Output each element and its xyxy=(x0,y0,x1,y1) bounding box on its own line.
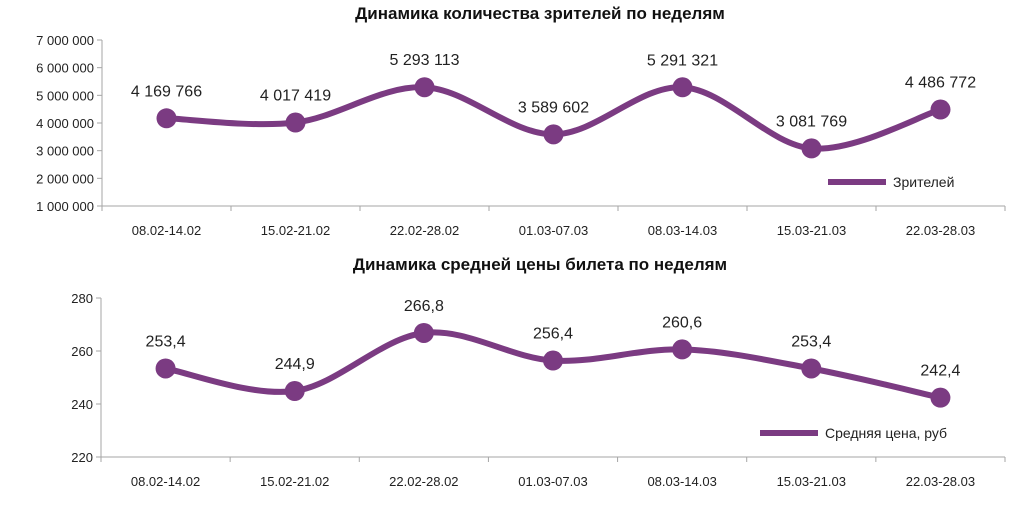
y-tick-label: 2 000 000 xyxy=(36,171,94,186)
x-tick-label: 15.02-21.02 xyxy=(261,223,330,238)
y-tick-label: 4 000 000 xyxy=(36,116,94,131)
x-tick-label: 22.02-28.02 xyxy=(389,474,458,489)
x-tick-label: 22.02-28.02 xyxy=(390,223,459,238)
y-tick-label: 240 xyxy=(71,397,93,412)
data-point xyxy=(672,77,693,98)
x-tick-label: 08.02-14.02 xyxy=(131,474,200,489)
y-tick-label: 1 000 000 xyxy=(36,199,94,214)
data-label: 4 486 772 xyxy=(905,75,976,92)
data-label: 4 169 766 xyxy=(131,83,202,100)
data-label: 256,4 xyxy=(533,326,573,343)
data-label: 3 589 602 xyxy=(518,99,589,116)
y-tick-label: 220 xyxy=(71,450,93,465)
data-label: 242,4 xyxy=(920,363,960,380)
data-point xyxy=(155,358,176,379)
data-point xyxy=(801,358,822,379)
chart-1: 220 240 260 280 08.02-14.02 15.02-21.02 22.02-… xyxy=(71,291,1006,489)
x-tick-label: 01.03-07.03 xyxy=(518,474,587,489)
y-tick-label: 3 000 000 xyxy=(36,144,94,159)
data-point xyxy=(413,322,434,343)
chart-title-viewers: Динамика количества зрителей по неделям xyxy=(355,4,725,23)
x-tick-label: 22.03-28.03 xyxy=(906,223,975,238)
chart-0: 1 000 000 2 000 000 3 000 000 4 000 000 5 00… xyxy=(36,33,1006,238)
x-tick-label: 01.03-07.03 xyxy=(519,223,588,238)
data-label: 253,4 xyxy=(146,333,186,350)
data-label: 244,9 xyxy=(275,356,315,373)
y-tick-label: 6 000 000 xyxy=(36,61,94,76)
x-tick-label: 15.02-21.02 xyxy=(260,474,329,489)
data-point xyxy=(285,112,306,133)
x-tick-label: 15.03-21.03 xyxy=(777,474,846,489)
legend-label: Средняя цена, руб xyxy=(825,425,947,441)
y-tick-label: 260 xyxy=(71,344,93,359)
y-tick-label: 7 000 000 xyxy=(36,33,94,48)
data-label: 260,6 xyxy=(662,314,702,331)
data-point xyxy=(543,124,564,145)
x-tick-label: 08.03-14.03 xyxy=(647,474,716,489)
data-point xyxy=(801,138,822,159)
y-tick-label: 280 xyxy=(71,291,93,306)
x-tick-label: 08.02-14.02 xyxy=(132,223,201,238)
data-point xyxy=(672,339,693,360)
data-label: 5 291 321 xyxy=(647,52,718,69)
data-point xyxy=(930,387,951,408)
data-label: 266,8 xyxy=(404,298,444,315)
data-point xyxy=(414,77,435,98)
data-label: 253,4 xyxy=(791,333,831,350)
data-label: 3 081 769 xyxy=(776,113,847,130)
data-point xyxy=(156,108,177,129)
data-point xyxy=(284,381,305,402)
legend-label: Зрителей xyxy=(893,174,954,190)
x-tick-label: 08.03-14.03 xyxy=(648,223,717,238)
x-tick-label: 15.03-21.03 xyxy=(777,223,846,238)
data-label: 4 017 419 xyxy=(260,88,331,105)
data-point xyxy=(543,350,563,371)
data-point xyxy=(930,99,951,120)
x-tick-label: 22.03-28.03 xyxy=(906,474,975,489)
data-label: 5 293 113 xyxy=(390,52,460,69)
chart-title-price: Динамика средней цены билета по неделям xyxy=(352,255,728,274)
y-tick-label: 5 000 000 xyxy=(36,88,94,103)
